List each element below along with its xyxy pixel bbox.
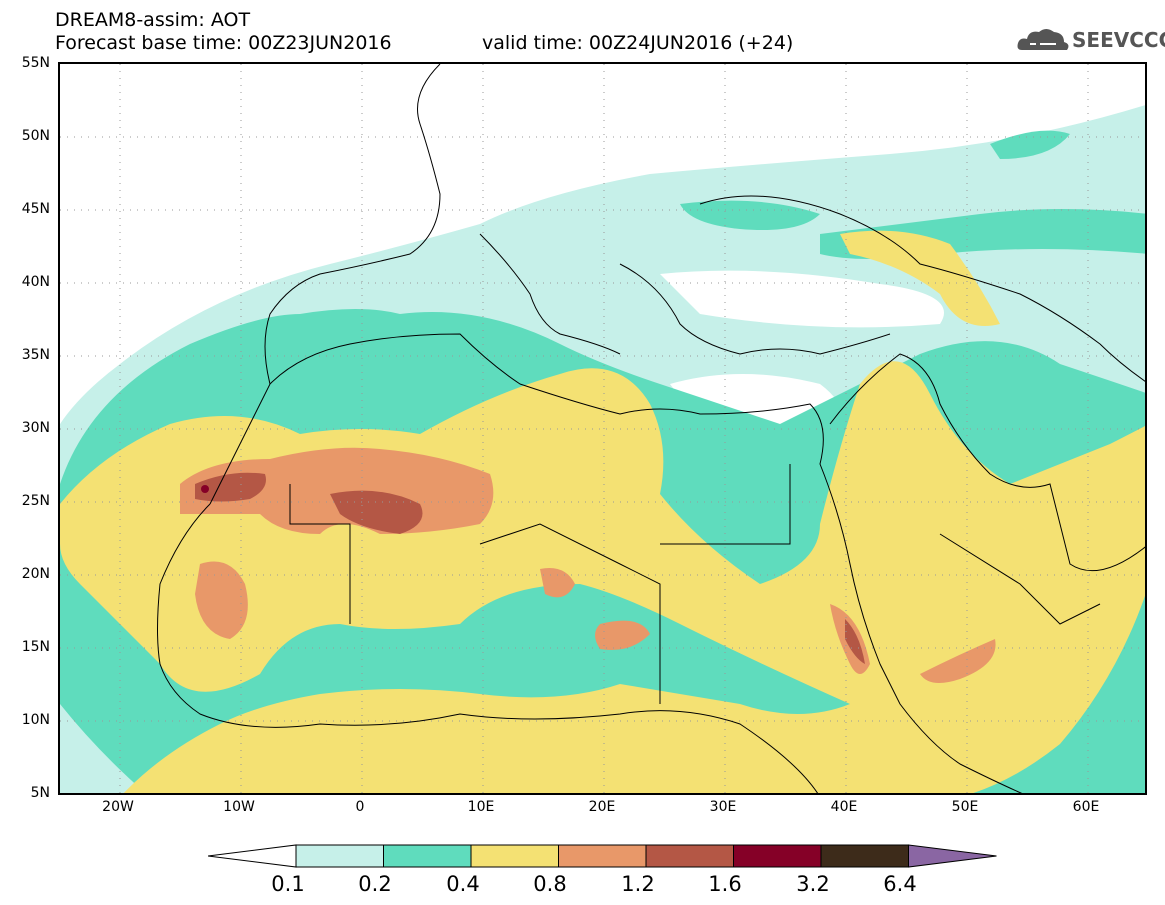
colorbar-label: 6.4 <box>883 872 917 896</box>
colorbar-box <box>558 844 647 868</box>
lat-label: 55N <box>21 55 50 71</box>
lon-label: 20W <box>102 799 134 815</box>
aot-colorbar <box>208 844 997 868</box>
lat-label: 25N <box>21 493 50 509</box>
aot-contours <box>60 64 1145 793</box>
colorbar-label: 1.6 <box>708 872 742 896</box>
colorbar-box <box>383 844 472 868</box>
colorbar-arrow-low <box>208 844 297 868</box>
lon-label: 10W <box>223 799 255 815</box>
lon-label: 30E <box>709 799 737 815</box>
forecast-base-time: Forecast base time: 00Z23JUN2016 <box>55 32 392 54</box>
colorbar-label: 1.2 <box>621 872 655 896</box>
colorbar-label: 0.8 <box>533 872 567 896</box>
cloud-icon <box>1017 29 1069 50</box>
aot-1.2-band <box>195 472 266 502</box>
colorbar-label: 0.4 <box>446 872 480 896</box>
lat-label: 40N <box>21 274 50 290</box>
colorbar-label: 0.2 <box>358 872 392 896</box>
colorbar-box <box>733 844 822 868</box>
lat-label: 50N <box>21 128 50 144</box>
colorbar-box <box>645 844 734 868</box>
lat-label: 5N <box>30 785 50 801</box>
lat-label: 45N <box>21 201 50 217</box>
colorbar-label: 0.1 <box>271 872 305 896</box>
aot-1.6-peak <box>201 485 209 493</box>
lat-label: 20N <box>21 566 50 582</box>
colorbar-label: 3.2 <box>796 872 830 896</box>
colorbar-box <box>470 844 559 868</box>
coastlines <box>157 64 1145 793</box>
lon-label: 0 <box>355 799 365 815</box>
map-title: DREAM8-assim: AOT <box>55 9 251 31</box>
colorbar-box <box>820 844 909 868</box>
lon-label: 40E <box>830 799 858 815</box>
valid-time: valid time: 00Z24JUN2016 (+24) <box>482 32 794 54</box>
lat-label: 30N <box>21 420 50 436</box>
colorbar-arrow-high <box>908 844 997 868</box>
lon-label: 10E <box>467 799 495 815</box>
aot-map <box>58 62 1147 795</box>
lon-label: 50E <box>951 799 979 815</box>
lon-label: 60E <box>1072 799 1100 815</box>
logo-text: SEEVCCC <box>1072 28 1165 52</box>
lat-label: 15N <box>21 639 50 655</box>
lat-label: 35N <box>21 347 50 363</box>
lat-label: 10N <box>21 712 50 728</box>
lon-label: 20E <box>588 799 616 815</box>
map-canvas <box>60 64 1145 793</box>
colorbar-box <box>295 844 384 868</box>
